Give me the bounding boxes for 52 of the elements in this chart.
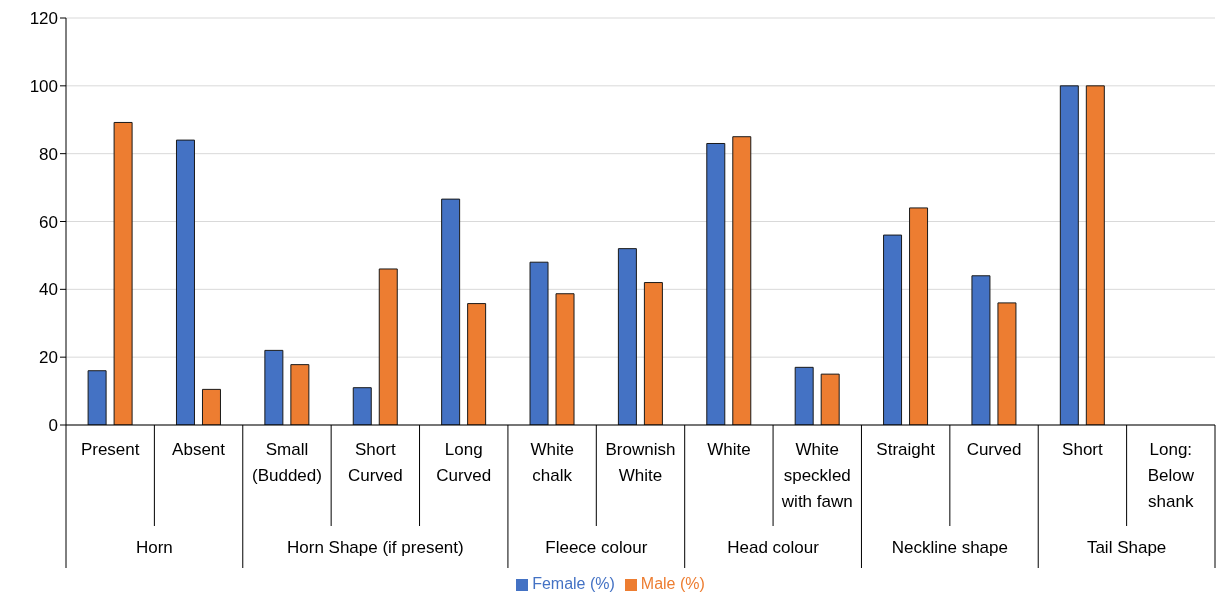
bar [971, 275, 991, 425]
text: Neckline shape [891, 538, 1008, 557]
y-tick-label: 20 [39, 348, 58, 368]
bar [794, 366, 814, 425]
legend-label: Male (%) [640, 575, 705, 592]
x-tick-label: White chalk [530, 440, 574, 485]
bar [883, 234, 903, 425]
y-tick-label: 40 [39, 280, 58, 300]
x-tick-label: Long: Below shank [1147, 440, 1195, 511]
bar [732, 136, 752, 425]
x-tick-label: Present [80, 440, 140, 459]
bar [201, 388, 221, 425]
bar [467, 303, 487, 425]
bar [175, 139, 195, 425]
bar [441, 198, 461, 425]
bar [909, 207, 929, 425]
bar [555, 293, 575, 425]
x-tick-label: White [707, 440, 751, 459]
x-tick-label: Short Curved [347, 440, 403, 485]
y-tick-label: 60 [39, 212, 58, 232]
bar [113, 121, 133, 425]
x-tick-label: Straight [876, 440, 936, 459]
x-tick-label: Long Curved [436, 440, 492, 485]
x-tick-label: Small (Budded) [251, 440, 322, 485]
y-tick-label: 0 [48, 416, 58, 436]
y-tick-label: 100 [29, 76, 58, 96]
bar [617, 248, 637, 425]
x-tick-label: White speckled with fawn [780, 440, 853, 511]
text: Horn [135, 538, 173, 557]
bar [352, 387, 372, 425]
bar [820, 373, 840, 425]
bar [997, 302, 1017, 425]
bar [706, 142, 726, 425]
bar [264, 349, 284, 425]
bar [290, 364, 310, 425]
x-tick-label: Brownish White [605, 440, 676, 485]
text: Fleece colour [545, 538, 648, 557]
bar [378, 268, 398, 425]
text: Head colour [727, 538, 820, 557]
y-tick-label: 80 [39, 144, 58, 164]
text: Horn Shape (if present) [286, 538, 464, 557]
text: Tail Shape [1086, 538, 1167, 557]
bar [1059, 85, 1079, 425]
x-tick-label: Curved [966, 440, 1022, 459]
bar [643, 282, 663, 425]
bar [1085, 85, 1105, 425]
bar [87, 370, 107, 425]
legend-label: Female (%) [532, 575, 615, 592]
bar [529, 261, 549, 425]
y-tick-label: 120 [29, 9, 58, 29]
x-tick-label: Short [1062, 440, 1104, 459]
x-tick-label: Absent [172, 440, 226, 459]
